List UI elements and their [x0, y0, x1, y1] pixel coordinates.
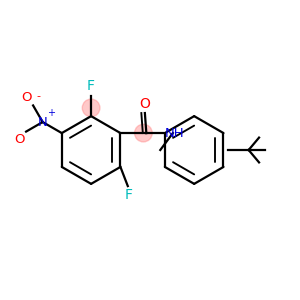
Text: O: O: [21, 91, 32, 104]
Text: -: -: [36, 91, 40, 101]
Circle shape: [135, 124, 152, 142]
Text: O: O: [140, 97, 150, 111]
Text: N: N: [38, 116, 47, 128]
Text: O: O: [14, 133, 25, 146]
Text: F: F: [87, 79, 95, 93]
Text: +: +: [47, 109, 56, 118]
Text: F: F: [125, 188, 133, 203]
Text: NH: NH: [165, 127, 184, 140]
Circle shape: [82, 99, 100, 117]
